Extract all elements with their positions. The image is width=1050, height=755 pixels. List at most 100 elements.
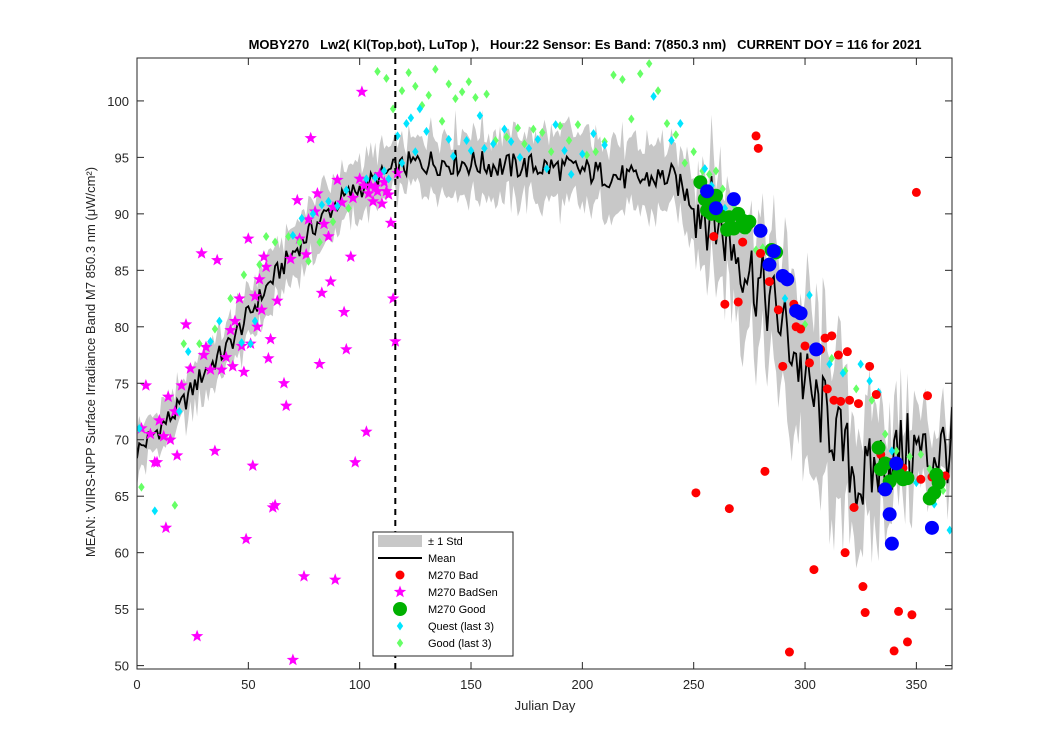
- point-m270-bad: [804, 358, 814, 368]
- legend-label-mean: Mean: [428, 553, 456, 565]
- point-good-last-3: [329, 217, 337, 227]
- point-quest-last-3: [467, 146, 475, 156]
- point-good-last-3: [432, 64, 439, 74]
- point-good-last-3: [180, 339, 187, 349]
- point-m270-good-blue: [726, 192, 741, 207]
- point-quest-last-3: [590, 129, 597, 139]
- point-good-last-3: [138, 482, 145, 492]
- point-m270-badsen: [373, 167, 386, 180]
- point-quest-last-3: [445, 134, 452, 144]
- point-m270-badsen: [233, 292, 246, 304]
- point-quest-last-3: [857, 359, 864, 369]
- point-m270-good-blue: [882, 507, 897, 522]
- point-good-last-3: [556, 121, 564, 131]
- y-tick-label: 100: [107, 94, 129, 109]
- point-m270-badsen: [300, 248, 313, 260]
- point-m270-badsen: [360, 425, 373, 438]
- point-m270-badsen: [311, 187, 324, 199]
- point-m270-bad: [738, 237, 748, 247]
- point-m270-bad: [894, 606, 904, 616]
- point-good-last-3: [285, 231, 292, 241]
- std-band: [137, 109, 952, 569]
- point-quest-last-3: [552, 120, 559, 130]
- point-m270-badsen: [286, 653, 300, 666]
- point-good-last-3: [926, 464, 933, 474]
- point-m270-bad: [724, 504, 734, 514]
- point-m270-bad: [865, 361, 875, 371]
- point-quest-last-3: [298, 213, 305, 223]
- point-quest-last-3: [888, 446, 896, 456]
- point-m270-bad: [773, 305, 783, 315]
- legend-label-m270-badsen: M270 BadSen: [428, 587, 498, 599]
- point-m270-badsen: [329, 573, 342, 585]
- point-m270-badsen: [248, 289, 262, 302]
- point-m270-good: [871, 440, 886, 455]
- x-tick-label: 350: [906, 677, 928, 692]
- point-good-last-3: [628, 114, 635, 124]
- legend: ± 1 Std Mean M270 Bad M270 BadSen M270 Good Q…: [372, 531, 514, 657]
- point-m270-badsen: [257, 250, 271, 262]
- point-quest-last-3: [247, 339, 254, 349]
- point-m270-bad: [764, 277, 774, 287]
- point-m270-badsen: [353, 172, 366, 185]
- point-m270-badsen: [197, 348, 210, 361]
- point-m270-badsen: [159, 521, 173, 534]
- point-m270-badsen: [237, 365, 251, 378]
- point-m270-good-blue: [878, 482, 893, 497]
- point-m270-good-blue: [793, 306, 808, 321]
- point-m270-bad: [778, 361, 788, 371]
- legend-label-m270-bad: M270 Bad: [428, 570, 478, 582]
- point-m270-badsen: [384, 216, 397, 229]
- point-m270-bad: [755, 248, 765, 258]
- point-good-last-3: [345, 203, 352, 213]
- point-m270-badsen: [153, 414, 166, 426]
- y-tick-label: 70: [115, 433, 129, 448]
- point-quest-last-3: [501, 124, 508, 134]
- point-m270-bad: [923, 391, 933, 401]
- legend-swatch-quest-last-3: [396, 621, 404, 631]
- point-m270-bad: [842, 347, 852, 357]
- point-quest-last-3: [407, 113, 415, 123]
- point-m270-good-blue: [924, 520, 939, 535]
- point-m270-badsen: [260, 260, 273, 273]
- point-good-last-3: [483, 89, 490, 99]
- x-tick-label: 50: [241, 677, 255, 692]
- point-good-last-3: [690, 147, 697, 157]
- point-good-last-3: [398, 86, 406, 96]
- axes-box: [136, 57, 953, 670]
- point-quest-last-3: [601, 140, 608, 150]
- point-m270-good: [878, 456, 893, 471]
- point-m270-badsen: [199, 340, 213, 353]
- y-tick-label: 85: [115, 263, 129, 278]
- point-good-last-3: [828, 353, 835, 363]
- point-quest-last-3: [416, 104, 424, 114]
- y-tick-label: 75: [115, 376, 129, 391]
- point-m270-good-blue: [889, 456, 904, 471]
- point-good-last-3: [539, 128, 546, 138]
- point-m270-badsen: [324, 275, 337, 287]
- point-quest-last-3: [476, 111, 484, 121]
- point-good-last-3: [445, 79, 452, 89]
- point-quest-last-3: [238, 338, 245, 348]
- point-m270-badsen: [284, 252, 297, 265]
- point-good-last-3: [227, 294, 234, 304]
- point-m270-bad: [833, 350, 843, 360]
- legend-box: [372, 531, 514, 657]
- point-good-last-3: [893, 446, 900, 456]
- point-m270-badsen: [251, 320, 264, 333]
- point-m270-badsen: [344, 250, 357, 262]
- point-m270-badsen: [280, 399, 293, 412]
- point-m270-bad: [751, 131, 761, 141]
- point-good-last-3: [412, 81, 419, 91]
- point-good-last-3: [452, 94, 459, 104]
- point-m270-badsen: [322, 229, 335, 242]
- point-good-last-3: [503, 132, 510, 142]
- point-m270-bad: [827, 331, 837, 341]
- point-good-last-3: [917, 449, 925, 459]
- y-tick-label: 65: [115, 489, 129, 504]
- point-quest-last-3: [343, 185, 350, 195]
- point-m270-bad: [840, 548, 850, 558]
- point-good-last-3: [681, 158, 688, 168]
